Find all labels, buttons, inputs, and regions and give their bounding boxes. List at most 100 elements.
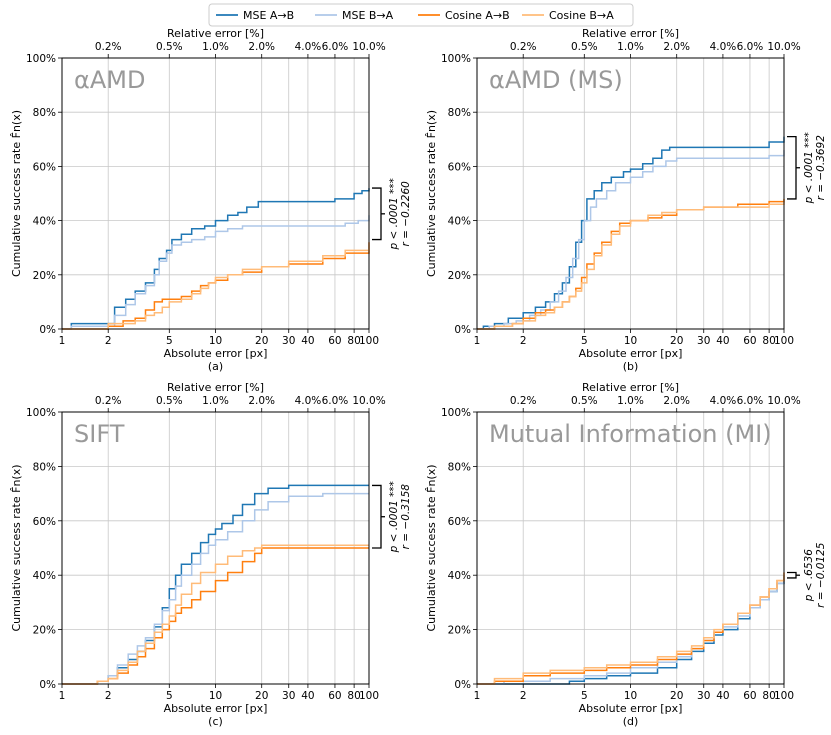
x-axis-label: Absolute error [px] <box>164 702 268 715</box>
top-tick-label-3: 2.0% <box>248 395 275 407</box>
y-tick-label-4: 80% <box>448 107 471 119</box>
y-tick-label-5: 100% <box>441 407 471 419</box>
panel-title: Mutual Information (MI) <box>489 420 772 448</box>
top-tick-label-5: 6.0% <box>322 395 349 407</box>
x-tick-label-0: 1 <box>474 690 481 702</box>
stat-p-value: p < .0001 *** <box>388 481 400 553</box>
y-tick-label-0: 0% <box>454 679 471 691</box>
x-tick-label-2: 5 <box>581 690 588 702</box>
x-tick-label-1: 2 <box>105 335 112 347</box>
x-tick-label-4: 20 <box>255 690 268 702</box>
panel-label: (a) <box>208 360 223 373</box>
y-tick-label-4: 80% <box>448 461 471 473</box>
x-tick-label-5: 30 <box>282 335 295 347</box>
top-tick-label-1: 0.5% <box>571 41 598 53</box>
top-tick-label-6: 10.0% <box>767 41 800 53</box>
top-tick-label-1: 0.5% <box>156 395 183 407</box>
x-tick-label-7: 60 <box>328 690 341 702</box>
x-axis-label: Absolute error [px] <box>164 347 268 360</box>
panel-label: (b) <box>623 360 639 373</box>
stat-r-value: r = −0.0125 <box>815 542 827 608</box>
x-tick-label-8: 80 <box>347 690 360 702</box>
x-tick-label-7: 60 <box>328 335 341 347</box>
x-axis-label: Absolute error [px] <box>579 347 683 360</box>
x-tick-label-1: 2 <box>105 690 112 702</box>
top-axis-label: Relative error [%] <box>582 381 679 394</box>
y-tick-label-4: 80% <box>33 107 56 119</box>
stat-r-value: r = −0.3158 <box>400 484 412 550</box>
x-tick-label-6: 40 <box>301 335 314 347</box>
significance-bracket <box>787 135 797 200</box>
top-axis-label: Relative error [%] <box>167 381 264 394</box>
x-tick-label-8: 80 <box>762 690 775 702</box>
y-tick-label-3: 60% <box>33 516 56 528</box>
x-tick-label-3: 10 <box>209 690 222 702</box>
y-axis-label: Cumulative success rate F̂n(x) <box>10 464 23 631</box>
x-tick-label-5: 30 <box>697 690 710 702</box>
x-tick-label-5: 30 <box>697 335 710 347</box>
x-tick-label-3: 10 <box>624 335 637 347</box>
top-tick-label-2: 1.0% <box>617 395 644 407</box>
x-tick-label-2: 5 <box>581 335 588 347</box>
series-line-3 <box>477 201 785 330</box>
series-line-3 <box>477 575 785 685</box>
y-tick-label-0: 0% <box>39 679 56 691</box>
top-tick-label-0: 0.2% <box>510 41 537 53</box>
y-tick-label-3: 60% <box>33 161 56 173</box>
x-tick-label-3: 10 <box>624 690 637 702</box>
y-axis-label: Cumulative success rate F̂n(x) <box>425 110 438 277</box>
series-line-0 <box>477 136 785 330</box>
chart-panel-3: Mutual Information (MI)1 2 5 10 20 30 40 60 8010… <box>425 381 827 728</box>
series-line-2 <box>62 547 369 685</box>
legend-label-2: Cosine A→B <box>445 9 510 22</box>
x-tick-label-8: 80 <box>762 335 775 347</box>
top-tick-label-3: 2.0% <box>663 395 690 407</box>
top-tick-label-4: 4.0% <box>295 395 322 407</box>
top-tick-label-5: 6.0% <box>322 41 349 53</box>
y-tick-label-5: 100% <box>26 53 56 65</box>
series-line-3 <box>62 544 369 685</box>
stat-p-value: p < .0001 *** <box>803 132 815 204</box>
x-tick-label-4: 20 <box>670 335 683 347</box>
x-tick-label-1: 2 <box>520 335 527 347</box>
x-tick-label-9: 100 <box>774 335 794 347</box>
x-tick-label-9: 100 <box>359 335 379 347</box>
series-line-0 <box>62 188 370 330</box>
x-tick-label-0: 1 <box>59 335 66 347</box>
top-tick-label-1: 0.5% <box>156 41 183 53</box>
significance-bracket <box>372 187 382 241</box>
stat-p-value: p < .0001 *** <box>388 178 400 250</box>
panel-label: (c) <box>208 715 223 728</box>
x-tick-label-5: 30 <box>282 690 295 702</box>
panel-title: αAMD <box>74 66 145 94</box>
x-tick-label-4: 20 <box>255 335 268 347</box>
top-tick-label-5: 6.0% <box>737 41 764 53</box>
top-tick-label-4: 4.0% <box>710 395 737 407</box>
y-tick-label-2: 40% <box>33 570 56 582</box>
legend-label-1: MSE B→A <box>342 9 394 22</box>
y-tick-label-1: 20% <box>448 625 471 637</box>
x-tick-label-2: 5 <box>166 690 173 702</box>
top-tick-label-3: 2.0% <box>663 41 690 53</box>
top-tick-label-2: 1.0% <box>617 41 644 53</box>
top-tick-label-0: 0.2% <box>510 395 537 407</box>
y-tick-label-5: 100% <box>26 407 56 419</box>
x-tick-label-6: 40 <box>716 335 729 347</box>
x-tick-label-2: 5 <box>166 335 173 347</box>
stat-p-value: p < .6536 <box>803 549 815 603</box>
top-tick-label-2: 1.0% <box>202 395 229 407</box>
legend: MSE A→B MSE B→A Cosine A→B Cosine B→A <box>208 3 634 27</box>
y-tick-label-3: 60% <box>448 516 471 528</box>
x-tick-label-9: 100 <box>774 690 794 702</box>
y-tick-label-1: 20% <box>33 270 56 282</box>
panel-label: (d) <box>623 715 639 728</box>
top-axis-label: Relative error [%] <box>582 27 679 40</box>
top-tick-label-2: 1.0% <box>202 41 229 53</box>
top-tick-label-6: 10.0% <box>767 395 800 407</box>
x-tick-label-7: 60 <box>743 335 756 347</box>
top-tick-label-3: 2.0% <box>248 41 275 53</box>
